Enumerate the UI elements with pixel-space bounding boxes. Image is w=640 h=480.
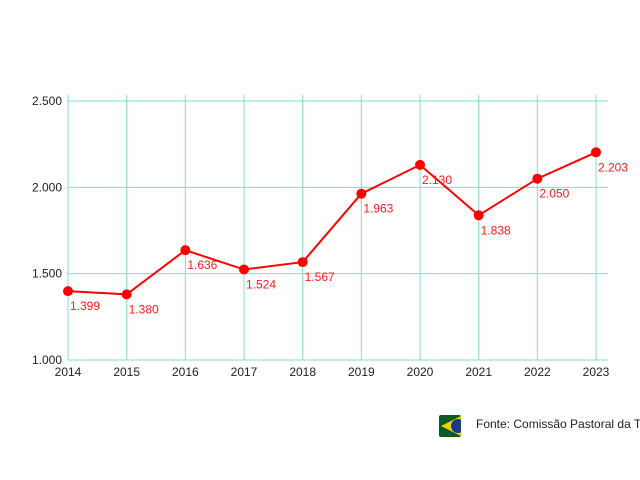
data-label: 1.636 xyxy=(187,258,217,272)
data-point xyxy=(356,188,367,199)
data-label: 1.838 xyxy=(481,223,511,237)
x-tick-label: 2017 xyxy=(231,365,258,379)
y-tick-label: 1.500 xyxy=(32,267,62,281)
data-label: 2.130 xyxy=(422,173,452,187)
data-label: 1.524 xyxy=(246,278,276,292)
source-note: Fonte: Comissão Pastoral da Terra xyxy=(476,417,640,431)
data-point xyxy=(180,245,191,256)
data-point xyxy=(297,257,308,268)
data-point xyxy=(63,286,73,297)
y-tick-label: 2.000 xyxy=(32,180,62,194)
x-tick-label: 2016 xyxy=(172,365,199,379)
x-tick-label: 2018 xyxy=(289,365,316,379)
x-tick-label: 2015 xyxy=(113,365,140,379)
data-label: 1.567 xyxy=(305,270,335,284)
x-tick-label: 2019 xyxy=(348,365,375,379)
data-point xyxy=(591,147,601,158)
data-point xyxy=(532,173,543,184)
x-tick-label: 2021 xyxy=(465,365,492,379)
data-label: 1.399 xyxy=(70,299,100,313)
data-point xyxy=(239,264,249,275)
x-tick-label: 2023 xyxy=(583,365,610,379)
data-label: 1.380 xyxy=(129,302,159,316)
x-tick-label: 2022 xyxy=(524,365,551,379)
data-label: 2.050 xyxy=(539,187,569,201)
x-tick-label: 2020 xyxy=(407,365,434,379)
data-label: 1.963 xyxy=(363,202,393,216)
data-point xyxy=(121,289,132,300)
y-tick-label: 2.500 xyxy=(32,94,62,108)
brazil-flag-icon xyxy=(439,415,461,437)
data-label: 2.203 xyxy=(598,160,628,174)
series-line xyxy=(67,151,597,296)
x-tick-label: 2014 xyxy=(55,365,82,379)
data-point xyxy=(415,159,425,170)
data-point xyxy=(473,210,484,221)
y-tick-label: 1.000 xyxy=(32,353,62,367)
